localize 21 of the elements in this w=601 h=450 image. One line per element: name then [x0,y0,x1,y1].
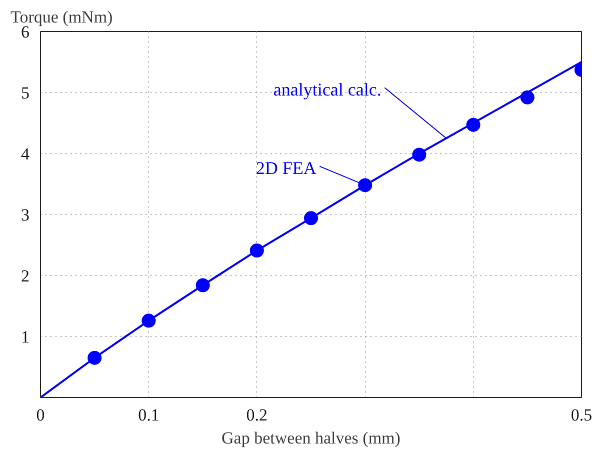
point [520,90,534,104]
x-axis-title: Gap between halves (mm) [222,428,400,448]
point [412,148,426,162]
point [142,314,156,328]
point [250,244,264,258]
point [466,118,480,132]
x-tick-label: 0.1 [138,406,160,424]
point [358,178,372,192]
point [196,278,210,292]
y-tick-label: 4 [21,144,30,164]
annotation: analytical calc. [273,79,382,100]
annotation: 2D FEA [256,158,316,178]
y-tick-label: 2 [21,266,30,286]
y-tick-label: 3 [21,206,30,224]
x-tick-label: 0.5 [570,406,592,424]
x-tick-label: 0 [36,406,45,424]
x-tick-label: 0.2 [246,406,268,424]
y-tick-label: 1 [21,328,30,346]
y-tick-label: 5 [21,84,30,102]
point [88,350,102,365]
point [304,211,318,226]
